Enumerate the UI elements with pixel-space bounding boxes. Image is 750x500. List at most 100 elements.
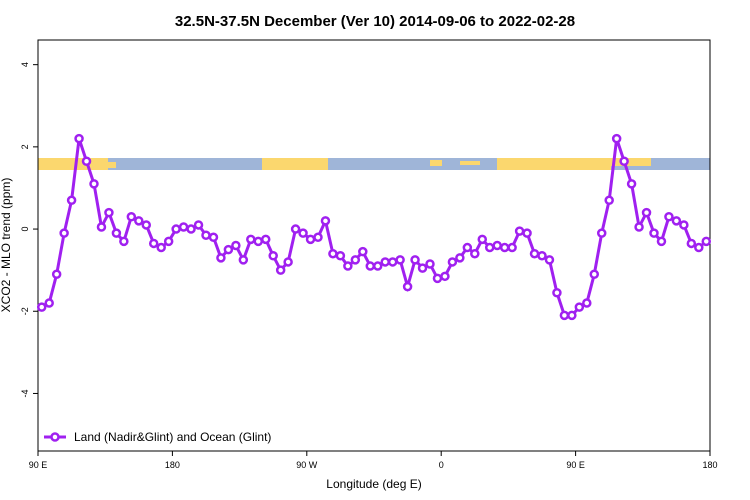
data-point	[268, 251, 278, 261]
data-point	[477, 234, 488, 245]
data-point	[574, 302, 585, 312]
y-tick-label: 0	[20, 227, 30, 232]
data-point	[559, 310, 570, 321]
data-point	[283, 257, 293, 267]
data-point	[589, 269, 600, 280]
y-tick-label: -2	[20, 307, 30, 315]
data-point	[679, 220, 689, 230]
data-point	[537, 251, 547, 261]
data-point	[148, 238, 159, 249]
x-tick-label: 90 W	[296, 460, 318, 470]
data-point	[365, 261, 376, 271]
legend-marker	[50, 432, 60, 442]
data-point	[582, 298, 592, 308]
data-point	[522, 228, 532, 238]
data-point	[604, 195, 614, 206]
data-point	[358, 246, 368, 257]
data-point	[701, 236, 712, 247]
data-point	[671, 216, 682, 226]
data-point	[395, 255, 405, 265]
data-point	[372, 261, 383, 271]
data-point	[96, 222, 107, 232]
data-point	[656, 236, 667, 247]
data-point	[402, 281, 413, 292]
data-point	[298, 228, 308, 238]
data-point	[89, 179, 99, 189]
data-point	[111, 228, 122, 238]
legend-label: Land (Nadir&Glint) and Ocean (Glint)	[74, 430, 271, 444]
data-point	[119, 236, 129, 247]
data-point	[619, 156, 629, 166]
data-point	[470, 248, 480, 259]
data-point	[163, 236, 174, 247]
data-point	[626, 179, 637, 189]
plot-frame	[37, 39, 711, 452]
data-point	[455, 253, 465, 263]
data-point	[201, 230, 211, 240]
data-point	[694, 242, 704, 253]
data-point	[544, 255, 555, 265]
x-tick-label: 0	[439, 460, 444, 470]
data-point	[462, 242, 473, 253]
data-point	[499, 242, 510, 253]
data-point	[552, 288, 562, 298]
data-point	[186, 224, 196, 234]
data-point	[380, 257, 390, 267]
data-point	[417, 263, 428, 273]
data-point	[51, 269, 62, 280]
data-point	[649, 228, 659, 238]
data-point	[634, 222, 644, 232]
data-point	[596, 228, 607, 238]
y-tick-label: 2	[20, 144, 30, 149]
data-point	[425, 259, 435, 269]
data-point	[74, 133, 84, 144]
data-point	[66, 195, 77, 206]
data-point	[514, 226, 525, 236]
data-point	[305, 234, 316, 245]
data-point	[313, 232, 323, 243]
data-point	[567, 310, 577, 321]
data-point	[447, 257, 458, 267]
data-point	[529, 248, 540, 259]
data-point	[328, 248, 338, 259]
y-axis-label: XCO2 - MLO trend (ppm)	[0, 178, 13, 313]
data-point	[507, 242, 517, 253]
data-point	[387, 257, 398, 267]
x-tick-label: 180	[702, 460, 717, 470]
y-tick-label: -4	[20, 389, 30, 397]
data-point	[178, 222, 189, 232]
data-point	[216, 253, 226, 263]
x-tick-label: 90 E	[566, 460, 585, 470]
data-point	[208, 232, 219, 243]
data-point	[664, 211, 674, 222]
data-point	[432, 273, 443, 284]
data-point	[484, 242, 495, 253]
data-point	[611, 133, 622, 144]
data-point	[36, 302, 47, 312]
data-point	[641, 207, 652, 218]
data-point	[440, 271, 450, 282]
data-point	[275, 265, 286, 275]
data-point	[260, 234, 271, 245]
data-point	[238, 255, 249, 265]
data-point	[134, 216, 144, 226]
data-point	[231, 240, 241, 251]
data-point	[81, 156, 92, 166]
data-point	[492, 240, 502, 251]
data-point	[686, 238, 697, 249]
y-tick-label: 4	[20, 62, 30, 67]
data-point	[171, 224, 181, 234]
data-point	[223, 244, 234, 255]
data-point	[44, 298, 54, 308]
data-point	[104, 207, 114, 218]
x-tick-label: 90 E	[29, 460, 48, 470]
data-point	[156, 242, 166, 253]
data-point	[343, 261, 353, 271]
data-point	[253, 236, 264, 247]
x-tick-label: 180	[165, 460, 180, 470]
data-point	[290, 224, 301, 234]
data-point	[350, 255, 361, 265]
chart-title: 32.5N-37.5N December (Ver 10) 2014-09-06…	[175, 13, 575, 30]
